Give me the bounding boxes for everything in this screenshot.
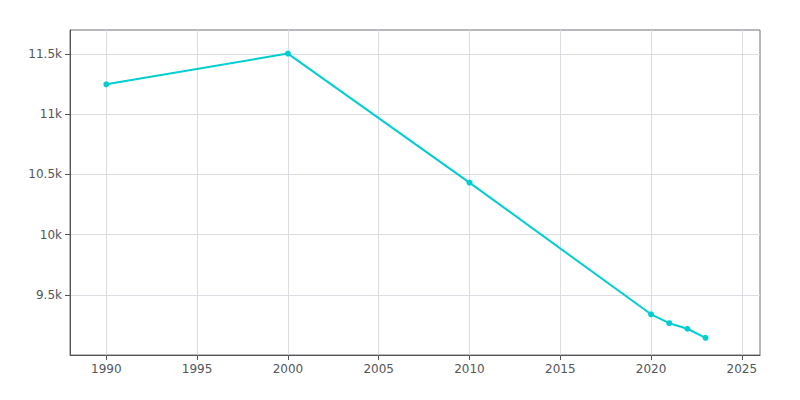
- svg-text:2000: 2000: [273, 362, 304, 376]
- svg-text:9.5k: 9.5k: [36, 288, 62, 302]
- svg-text:1990: 1990: [91, 362, 122, 376]
- svg-text:10.5k: 10.5k: [28, 167, 62, 181]
- svg-text:1995: 1995: [182, 362, 213, 376]
- svg-text:2005: 2005: [363, 362, 394, 376]
- svg-text:2025: 2025: [727, 362, 758, 376]
- svg-text:10k: 10k: [40, 228, 62, 242]
- svg-text:11.5k: 11.5k: [28, 47, 62, 61]
- svg-text:2010: 2010: [454, 362, 485, 376]
- svg-text:2020: 2020: [636, 362, 667, 376]
- svg-text:2015: 2015: [545, 362, 576, 376]
- svg-text:11k: 11k: [40, 107, 62, 121]
